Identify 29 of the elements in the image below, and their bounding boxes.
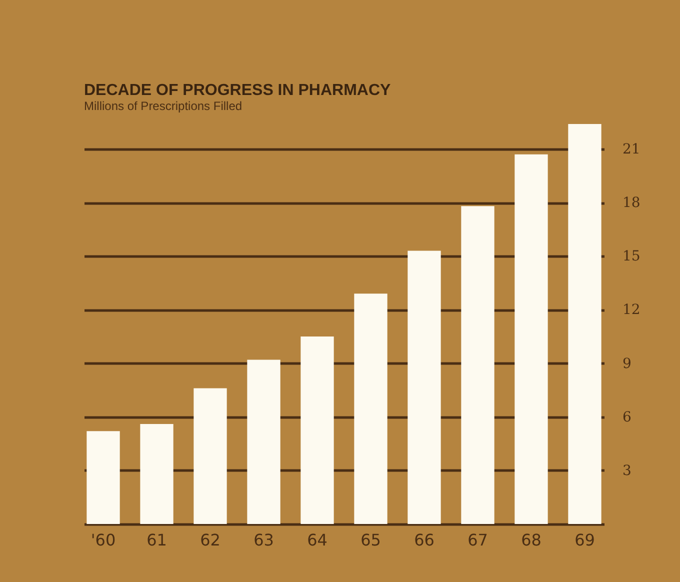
y-tick-label: 3 bbox=[622, 462, 632, 479]
y-tick-label: 21 bbox=[622, 142, 640, 158]
bar bbox=[140, 424, 174, 524]
x-tick-label: 61 bbox=[146, 530, 167, 550]
x-tick-label: '60 bbox=[90, 530, 116, 550]
bar bbox=[461, 206, 494, 524]
bar bbox=[408, 250, 441, 524]
bar bbox=[300, 336, 334, 524]
y-tick-label: 18 bbox=[622, 195, 640, 212]
y-tick-label: 9 bbox=[622, 356, 632, 372]
bar bbox=[568, 124, 602, 524]
bar bbox=[354, 294, 388, 524]
x-tick-label: 68 bbox=[521, 530, 542, 550]
bar bbox=[194, 388, 227, 524]
x-tick-label: 62 bbox=[200, 530, 220, 550]
chart-title: DECADE OF PROGRESS IN PHARMACY bbox=[84, 82, 392, 99]
x-tick-label: 65 bbox=[360, 530, 381, 550]
y-tick-label: 6 bbox=[622, 409, 632, 426]
y-tick-label: 15 bbox=[622, 248, 640, 265]
x-tick-label: 63 bbox=[254, 530, 274, 550]
x-tick-label: 66 bbox=[414, 530, 434, 550]
bar bbox=[247, 360, 280, 524]
x-tick-label: 67 bbox=[468, 530, 488, 550]
bar bbox=[86, 431, 120, 524]
chart-subtitle: Millions of Prescriptions Filled bbox=[84, 99, 242, 113]
x-tick-label: 64 bbox=[307, 530, 328, 550]
y-tick-label: 12 bbox=[622, 302, 640, 318]
bar bbox=[514, 154, 548, 524]
x-tick-label: 69 bbox=[574, 530, 595, 550]
